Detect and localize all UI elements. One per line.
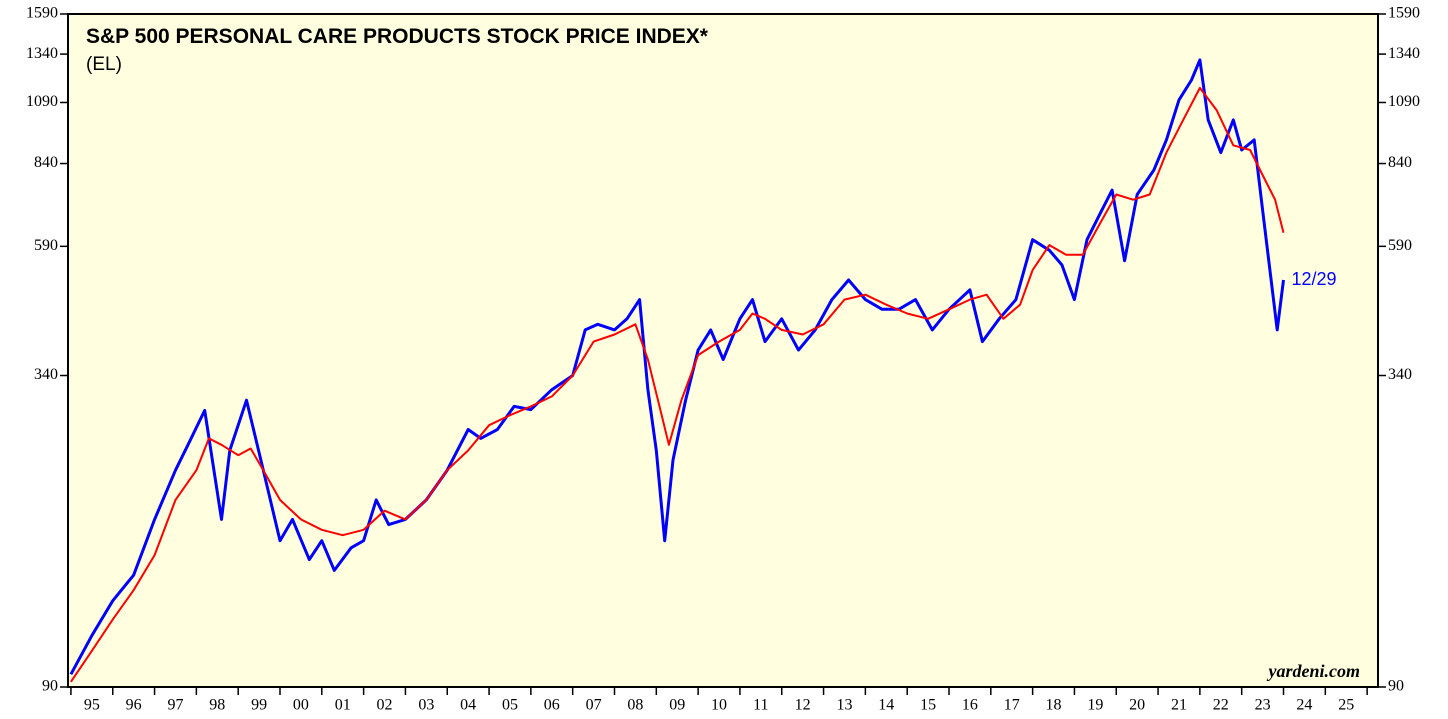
- x-tick-label: 22: [1213, 697, 1229, 714]
- y-tick-label-right: 840: [1388, 154, 1412, 171]
- x-tick-label: 14: [878, 697, 894, 714]
- x-tick-label: 96: [126, 697, 142, 714]
- y-tick-label-right: 90: [1388, 678, 1404, 695]
- x-tick-label: 25: [1338, 697, 1354, 714]
- x-tick-label: 11: [753, 697, 768, 714]
- y-tick-label: 1340: [26, 45, 58, 62]
- y-tick-label: 90: [42, 678, 58, 695]
- y-tick-label: 590: [34, 237, 58, 254]
- x-tick-label: 16: [962, 697, 978, 714]
- x-tick-label: 03: [418, 697, 434, 714]
- y-tick-label: 340: [34, 366, 58, 383]
- series-line: [69, 58, 1285, 676]
- y-tick-label-right: 1340: [1388, 45, 1420, 62]
- x-tick-label: 99: [251, 697, 267, 714]
- x-tick-label: 01: [335, 697, 351, 714]
- x-tick-label: 02: [377, 697, 393, 714]
- x-tick-label: 23: [1255, 697, 1271, 714]
- x-tick-label: 09: [669, 697, 685, 714]
- x-tick-label: 97: [167, 697, 183, 714]
- x-tick-label: 17: [1004, 697, 1020, 714]
- x-tick-label: 19: [1087, 697, 1103, 714]
- x-tick-label: 24: [1296, 697, 1312, 714]
- x-tick-label: 21: [1171, 697, 1187, 714]
- end-label: 12/29: [1292, 269, 1337, 289]
- y-tick-label-right: 340: [1388, 366, 1412, 383]
- x-tick-label: 07: [586, 697, 602, 714]
- x-tick-label: 06: [544, 697, 560, 714]
- chart-subtitle: (EL): [86, 54, 122, 75]
- y-tick-label: 840: [34, 154, 58, 171]
- y-tick-label: 1590: [26, 5, 58, 22]
- x-tick-label: 20: [1129, 697, 1145, 714]
- x-tick-label: 12: [795, 697, 811, 714]
- y-tick-label: 1090: [26, 93, 58, 110]
- x-tick-label: 10: [711, 697, 727, 714]
- x-tick-label: 00: [293, 697, 309, 714]
- y-tick-label-right: 1590: [1388, 5, 1420, 22]
- plot-area: [67, 13, 1379, 688]
- x-tick-label: 18: [1046, 697, 1062, 714]
- x-tick-label: 08: [627, 697, 643, 714]
- x-tick-label: 13: [836, 697, 852, 714]
- x-tick-label: 04: [460, 697, 476, 714]
- y-tick-label-right: 1090: [1388, 93, 1420, 110]
- chart-title: S&P 500 PERSONAL CARE PRODUCTS STOCK PRI…: [86, 25, 709, 48]
- x-tick-label: 05: [502, 697, 518, 714]
- x-tick-label: 95: [84, 697, 100, 714]
- x-tick-label: 98: [209, 697, 225, 714]
- y-tick-label-right: 590: [1388, 237, 1412, 254]
- watermark: yardeni.com: [1267, 661, 1361, 681]
- series-line: [70, 86, 1285, 683]
- x-tick-label: 15: [920, 697, 936, 714]
